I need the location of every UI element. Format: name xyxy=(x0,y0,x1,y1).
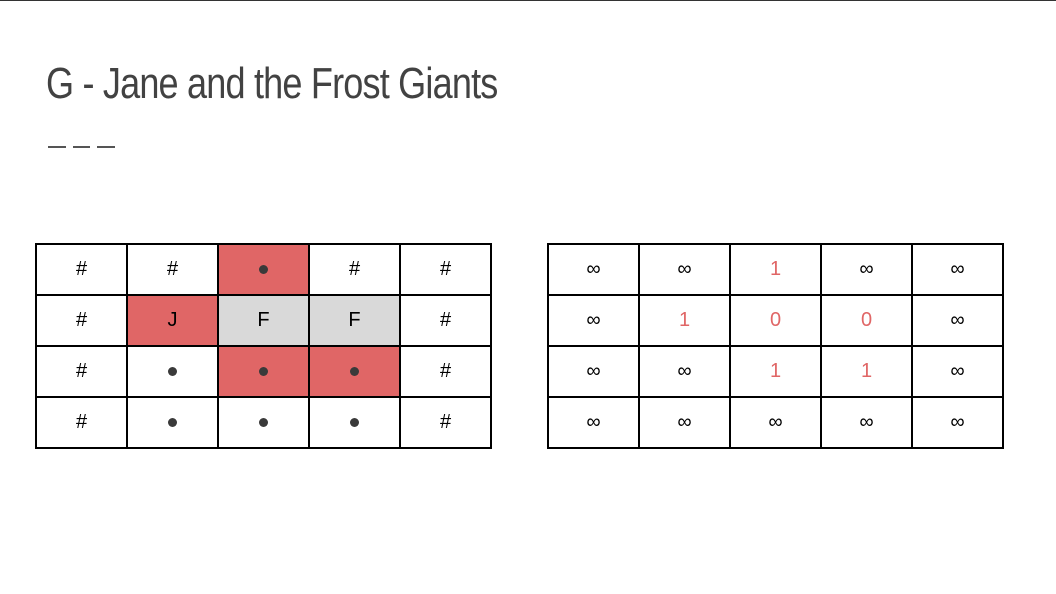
distance-cell: ∞ xyxy=(911,243,1004,296)
distance-cell: 1 xyxy=(729,345,822,398)
maze-cell-open xyxy=(126,345,219,398)
distance-cell: ∞ xyxy=(820,396,913,449)
distance-cell: ∞ xyxy=(911,294,1004,347)
maze-cell-wall: # xyxy=(35,243,128,296)
maze-cell-wall: # xyxy=(399,345,492,398)
maze-row: # # xyxy=(35,396,492,449)
distance-cell: 0 xyxy=(729,294,822,347)
distance-cell: 1 xyxy=(820,345,913,398)
dot-icon xyxy=(259,265,268,275)
maze-cell-open xyxy=(217,345,310,398)
maze-cell-wall: # xyxy=(35,294,128,347)
maze-cell-frost: F xyxy=(217,294,310,347)
maze-cell-wall: # xyxy=(35,396,128,449)
dot-icon xyxy=(259,418,268,428)
underline-dash xyxy=(48,146,66,148)
maze-cell-wall: # xyxy=(399,243,492,296)
maze-row: # J F F # xyxy=(35,294,492,347)
distance-cell: ∞ xyxy=(547,396,640,449)
dot-icon xyxy=(259,367,268,377)
distance-row: ∞ ∞ ∞ ∞ ∞ xyxy=(547,396,1004,449)
maze-row: # # xyxy=(35,345,492,398)
distance-cell: 1 xyxy=(638,294,731,347)
underline-dash xyxy=(97,146,115,148)
maze-cell-wall: # xyxy=(126,243,219,296)
distance-cell: ∞ xyxy=(547,345,640,398)
distance-cell: ∞ xyxy=(638,396,731,449)
maze-cell-wall: # xyxy=(308,243,401,296)
distance-cell: ∞ xyxy=(638,345,731,398)
distance-cell: ∞ xyxy=(911,345,1004,398)
distance-row: ∞ 1 0 0 ∞ xyxy=(547,294,1004,347)
distance-cell: ∞ xyxy=(820,243,913,296)
maze-cell-open xyxy=(217,396,310,449)
dot-icon xyxy=(350,367,359,377)
underline-dash xyxy=(72,146,90,148)
slide-title: G - Jane and the Frost Giants xyxy=(46,59,498,108)
distance-cell: 1 xyxy=(729,243,822,296)
distance-row: ∞ ∞ 1 ∞ ∞ xyxy=(547,243,1004,296)
distance-cell: ∞ xyxy=(638,243,731,296)
distance-cell: ∞ xyxy=(547,243,640,296)
distance-cell: ∞ xyxy=(729,396,822,449)
distance-row: ∞ ∞ 1 1 ∞ xyxy=(547,345,1004,398)
maze-cell-open xyxy=(126,396,219,449)
maze-grid: # # # # # J F F # # # # # xyxy=(35,243,492,449)
maze-row: # # # # xyxy=(35,243,492,296)
maze-cell-open xyxy=(308,396,401,449)
maze-cell-jane: J xyxy=(126,294,219,347)
maze-cell-open xyxy=(217,243,310,296)
distance-grid: ∞ ∞ 1 ∞ ∞ ∞ 1 0 0 ∞ ∞ ∞ 1 1 ∞ ∞ ∞ ∞ ∞ ∞ xyxy=(547,243,1004,449)
dot-icon xyxy=(350,418,359,428)
maze-cell-frost: F xyxy=(308,294,401,347)
maze-cell-open xyxy=(308,345,401,398)
dot-icon xyxy=(168,418,177,428)
title-underline xyxy=(48,138,116,156)
maze-cell-wall: # xyxy=(399,294,492,347)
maze-cell-wall: # xyxy=(35,345,128,398)
maze-cell-wall: # xyxy=(399,396,492,449)
distance-cell: 0 xyxy=(820,294,913,347)
dot-icon xyxy=(168,367,177,377)
distance-cell: ∞ xyxy=(547,294,640,347)
distance-cell: ∞ xyxy=(911,396,1004,449)
